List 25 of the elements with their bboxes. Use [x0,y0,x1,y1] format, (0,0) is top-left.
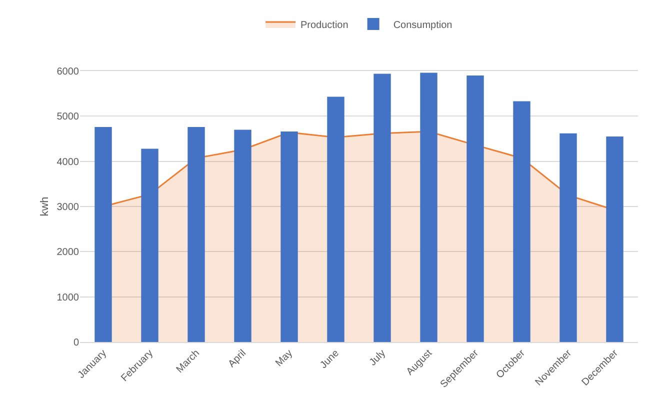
y-axis-title: kwh [39,196,51,216]
legend-label: Production [300,20,348,31]
bar [374,74,391,342]
y-tick-label: 3000 [56,202,80,213]
bar [420,72,438,342]
bar [188,127,205,342]
y-tick-label: 5000 [56,112,80,123]
bar [280,132,298,342]
y-tick-label: 6000 [56,66,80,78]
bar [94,127,112,342]
bar [466,76,484,342]
y-tick-label: 2000 [56,247,80,258]
bar [141,148,158,342]
bar [606,136,624,342]
x-tick-label: June [318,348,342,371]
y-tick-label: 0 [73,338,80,348]
x-tick-label: July [368,348,388,368]
x-tick-label: May [274,348,295,370]
y-tick-label: 1000 [56,292,80,304]
bar [234,130,252,342]
bar [560,133,577,342]
y-tick-label: 4000 [56,156,80,168]
legend-label: Consumption [393,20,452,31]
bar [513,101,530,342]
bar [327,96,344,342]
